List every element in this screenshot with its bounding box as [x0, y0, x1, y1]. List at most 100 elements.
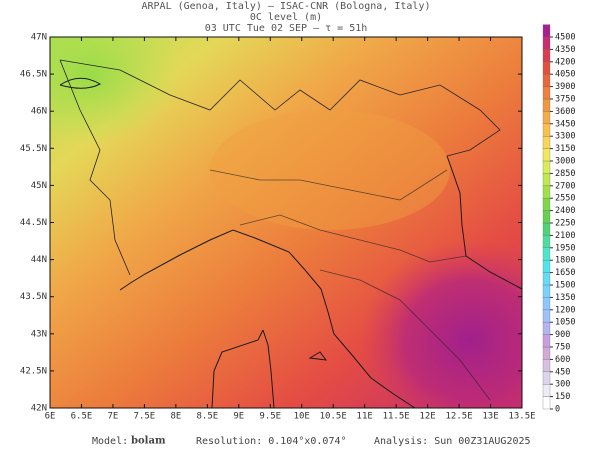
- lon-label: 10.5E: [320, 412, 347, 422]
- colorbar-swatch: [542, 309, 551, 323]
- colorbar-swatch: [542, 61, 551, 75]
- lat-label: 46N: [31, 107, 47, 117]
- colorbar-swatch: [542, 247, 551, 261]
- colorbar-swatch: [542, 185, 551, 199]
- colorbar-label: 4050: [555, 70, 575, 80]
- header-line: 03 UTC Tue 02 SEP – τ = 51h: [205, 23, 368, 34]
- colorbar-label: 2100: [555, 231, 575, 241]
- field: [50, 37, 522, 408]
- colorbar-swatch: [542, 36, 551, 50]
- colorbar-label: 600: [555, 355, 570, 365]
- colorbar-label: 4200: [555, 57, 575, 67]
- colorbar-label: 3750: [555, 95, 575, 105]
- colorbar-swatch: [542, 334, 551, 348]
- lon-label: 13E: [482, 412, 498, 422]
- colorbar-swatch: [542, 284, 551, 298]
- colorbar-swatch: [542, 24, 551, 38]
- footer-model-label: Model:: [92, 436, 128, 447]
- colorbar-label: 150: [555, 392, 570, 402]
- lon-label: 9E: [233, 412, 244, 422]
- colorbar-swatch: [542, 371, 551, 385]
- colorbar-label: 1200: [555, 305, 575, 315]
- colorbar-label: 4500: [555, 33, 575, 43]
- colorbar-label: 2550: [555, 194, 575, 204]
- lat-label: 43N: [31, 329, 47, 339]
- colorbar-swatch: [542, 384, 551, 397]
- lat-label: 43.5N: [20, 292, 47, 302]
- colorbar-label: 3450: [555, 119, 575, 129]
- colorbar-swatch: [542, 322, 551, 335]
- colorbar-label: 2700: [555, 181, 575, 191]
- colorbar-label: 300: [555, 380, 570, 390]
- lon-label: 9.5E: [259, 412, 281, 422]
- colorbar-swatch: [542, 396, 551, 410]
- lon-label: 13.5E: [508, 412, 535, 422]
- colorbar-swatch: [542, 272, 551, 286]
- colorbar-swatch: [542, 297, 551, 310]
- lat-label: 42N: [31, 404, 47, 414]
- colorbar-label: 3000: [555, 157, 575, 167]
- lon-label: 11.5E: [383, 412, 410, 422]
- colorbar-swatch: [542, 148, 551, 162]
- colorbar-swatch: [542, 235, 551, 248]
- colorbar-swatch: [542, 86, 551, 100]
- lon-label: 8E: [170, 412, 181, 422]
- lon-label: 6E: [45, 412, 56, 422]
- colorbar-label: 3150: [555, 144, 575, 154]
- colorbar-label: 2850: [555, 169, 575, 179]
- colorbar-swatch: [542, 160, 551, 174]
- colorbar-label: 3600: [555, 107, 575, 117]
- footer-model: bolam: [131, 436, 166, 447]
- lon-label: 12.5E: [446, 412, 473, 422]
- colorbar-label: 3300: [555, 132, 575, 142]
- colorbar-label: 1950: [555, 243, 575, 253]
- colorbar-label: 3900: [555, 82, 575, 92]
- colorbar-label: 750: [555, 343, 570, 353]
- lon-label: 7E: [108, 412, 119, 422]
- colorbar-label: 0: [555, 405, 560, 415]
- lon-label: 12E: [419, 412, 435, 422]
- lon-label: 7.5E: [134, 412, 156, 422]
- colorbar-swatch: [542, 346, 551, 360]
- borders: [59, 59, 501, 401]
- colorbar-swatch: [542, 222, 551, 236]
- colorbar-swatch: [542, 98, 551, 112]
- colorbar-label: 2250: [555, 219, 575, 229]
- lat-label: 44N: [31, 255, 47, 265]
- lon-label: 10E: [294, 412, 310, 422]
- colorbar-label: 1050: [555, 318, 575, 328]
- lat-label: 42.5N: [20, 366, 47, 376]
- lat-label: 47N: [31, 33, 47, 43]
- lat-label: 45N: [31, 181, 47, 191]
- colorbar-swatch: [542, 359, 551, 372]
- colorbar-swatch: [542, 49, 551, 62]
- lat-label: 46.5N: [20, 70, 47, 80]
- header-line: 0C level (m): [250, 12, 322, 23]
- colorbar-swatch: [542, 173, 551, 186]
- footer-analysis: Analysis: Sun 00Z31AUG2025: [374, 436, 531, 447]
- lat-label: 45.5N: [20, 144, 47, 154]
- lon-label: 8.5E: [196, 412, 218, 422]
- colorbar-label: 1500: [555, 281, 575, 291]
- colorbar-swatch: [542, 260, 551, 273]
- coastlines: [59, 77, 522, 408]
- colorbar-label: 2400: [555, 206, 575, 216]
- colorbar-label: 1350: [555, 293, 575, 303]
- lon-label: 6.5E: [71, 412, 93, 422]
- footer-resolution: Resolution: 0.104°x0.074°: [196, 436, 347, 447]
- lon-label: 11E: [357, 412, 373, 422]
- colorbar-label: 4350: [555, 45, 575, 55]
- colorbar-swatch: [542, 111, 551, 124]
- colorbar-label: 1650: [555, 268, 575, 278]
- colorbar-swatch: [542, 123, 551, 137]
- lat-label: 44.5N: [20, 218, 47, 228]
- colorbar-label: 1800: [555, 256, 575, 266]
- colorbar-label: 450: [555, 367, 570, 377]
- colorbar-swatch: [542, 136, 551, 149]
- colorbar-swatch: [542, 198, 551, 211]
- colorbar-swatch: [542, 74, 551, 87]
- colorbar-swatch: [542, 210, 551, 224]
- header-line: ARPAL (Genoa, Italy) – ISAC-CNR (Bologna…: [142, 1, 431, 12]
- colorbar-label: 900: [555, 330, 570, 340]
